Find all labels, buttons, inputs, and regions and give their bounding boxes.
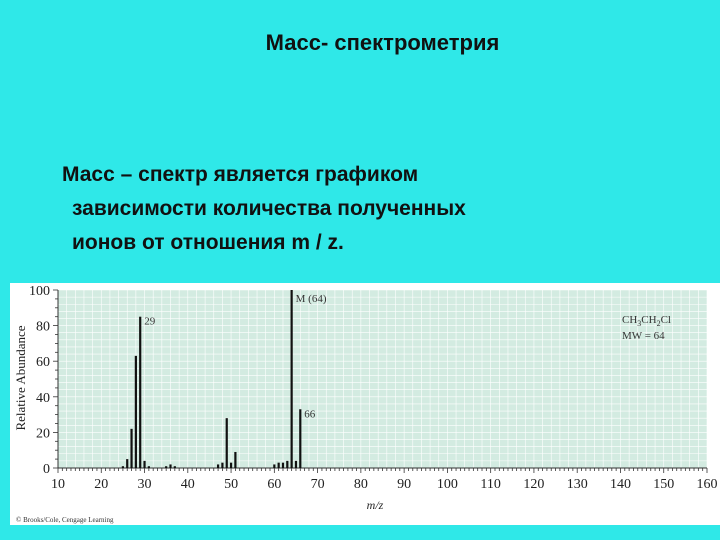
peak-bar: [286, 460, 289, 468]
x-tick-label: 140: [610, 477, 631, 492]
formula-part: CH: [641, 314, 656, 326]
peak-bar: [121, 466, 124, 468]
x-tick-label: 150: [653, 477, 674, 492]
plot-area: [58, 290, 707, 468]
peak-bar: [273, 464, 276, 468]
x-tick-label: 20: [94, 477, 108, 492]
slide-title: Масс- спектрометрия: [265, 30, 500, 55]
formula-subscript: 3: [637, 319, 641, 328]
x-tick-label: 80: [354, 477, 368, 492]
peak-bar: [130, 428, 133, 468]
x-tick-label: 100: [437, 477, 458, 492]
formula-part: CH: [622, 314, 637, 326]
body-line-1: Масс – спектр является графиком: [62, 163, 419, 186]
x-tick-label: 30: [138, 477, 152, 492]
peak-annotation: M (64): [296, 293, 327, 305]
y-tick-label: 40: [36, 391, 50, 406]
grid-lines: [57, 289, 708, 469]
y-tick-label: 0: [43, 462, 50, 477]
formula-subscript: 2: [657, 319, 661, 328]
slide-body-text: Масс – спектр является графиком зависимо…: [62, 158, 682, 260]
x-tick-label: 10: [51, 477, 65, 492]
body-line-3: ионов от отношения m / z.: [72, 231, 344, 254]
compound-formula: CH3CH2Cl: [622, 314, 671, 328]
molecular-weight: MW = 64: [622, 330, 665, 342]
y-tick-label: 80: [36, 320, 50, 335]
y-tick-label: 100: [29, 284, 50, 299]
peak-annotation: 29: [144, 316, 156, 328]
x-axis-label: m/z: [367, 498, 384, 512]
peak-bar: [221, 462, 224, 468]
peak-bar: [234, 451, 237, 468]
peak-bar: [169, 464, 172, 468]
peak-bar: [126, 459, 129, 468]
mass-spectrum-svg: 10 20 30 40 50 60 70 80 90 100 110 120 130 140 150 160 0…: [13, 284, 718, 524]
x-tick-label: 60: [267, 477, 281, 492]
tick-labels: 10 20 30 40 50 60 70 80 90 100 110 120 130 140 150 160 0…: [29, 284, 718, 492]
peak-bar: [134, 355, 137, 468]
peak-bar: [290, 290, 293, 468]
peak-annotation: 66: [304, 408, 316, 420]
x-tick-label: 90: [397, 477, 411, 492]
peak-bar: [281, 462, 285, 468]
peak-bar: [173, 466, 176, 468]
x-tick-label: 160: [697, 477, 718, 492]
y-tick-label: 60: [36, 355, 50, 370]
copyright-note: © Brooks/Cole, Cengage Learning: [16, 516, 114, 524]
peak-bars: [121, 290, 302, 468]
x-tick-label: 50: [224, 477, 238, 492]
y-axis-label: Relative Abundance: [13, 325, 28, 430]
peak-bar: [216, 464, 220, 468]
annotations: M (64) 29 66: [144, 293, 327, 420]
peak-bar: [229, 462, 233, 468]
peak-bar: [299, 409, 302, 468]
x-tick-label: 130: [567, 477, 588, 492]
peak-bar: [225, 418, 228, 468]
x-tick-label: 120: [523, 477, 544, 492]
x-tick-label: 40: [181, 477, 195, 492]
peak-bar: [165, 466, 168, 468]
peak-bar: [139, 316, 142, 468]
body-line-2: зависимости количества полученных: [72, 197, 466, 220]
y-tick-label: 20: [36, 426, 50, 441]
peak-bar: [147, 466, 150, 468]
peak-bar: [143, 460, 146, 468]
x-tick-label: 110: [480, 477, 500, 492]
formula-part: Cl: [661, 314, 671, 326]
x-tick-label: 70: [311, 477, 325, 492]
peak-bar: [277, 462, 280, 468]
mass-spectrum-chart: 10 20 30 40 50 60 70 80 90 100 110 120 130 140 150 160 0…: [10, 283, 720, 525]
peak-bar: [294, 460, 298, 468]
